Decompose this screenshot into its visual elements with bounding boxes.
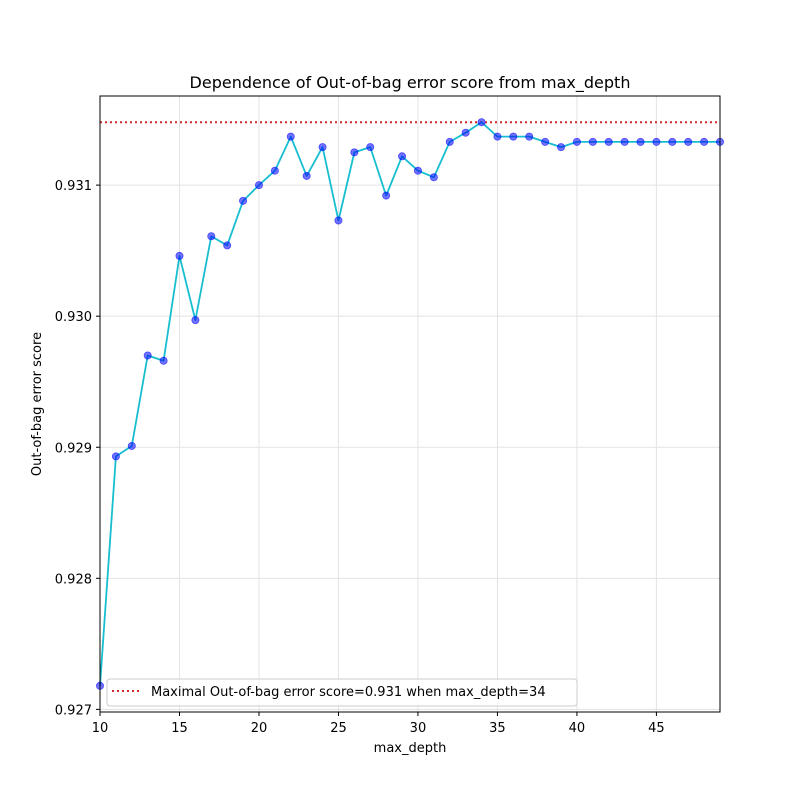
data-point (525, 132, 534, 141)
data-point (604, 137, 613, 146)
data-point (572, 137, 581, 146)
x-tick-label: 10 (92, 721, 109, 736)
data-point (111, 452, 120, 461)
data-point (318, 143, 327, 152)
data-point (270, 166, 279, 175)
y-tick-label: 0.928 (55, 572, 92, 587)
x-tick-label: 45 (648, 721, 665, 736)
y-tick-label: 0.929 (55, 441, 92, 456)
data-point (398, 152, 407, 161)
data-point (286, 132, 295, 141)
data-point (350, 148, 359, 157)
data-point (254, 181, 263, 190)
data-point (620, 137, 629, 146)
y-tick-label: 0.927 (55, 703, 92, 718)
data-point (366, 143, 375, 152)
data-point (477, 118, 486, 127)
data-point (382, 191, 391, 200)
legend: Maximal Out-of-bag error score=0.931 whe… (106, 678, 578, 707)
x-tick-label: 40 (569, 721, 586, 736)
x-tick-label: 30 (410, 721, 427, 736)
data-point (223, 241, 232, 250)
x-axis: 10 15 20 25 30 35 40 45 (92, 712, 665, 736)
data-point (541, 137, 550, 146)
x-tick-label: 35 (489, 721, 506, 736)
data-point (191, 316, 200, 325)
y-axis: 0.927 0.928 0.929 0.930 0.931 (55, 179, 100, 718)
series-line (99, 121, 720, 686)
data-point (175, 251, 184, 260)
data-point (127, 441, 136, 450)
x-tick-label: 25 (330, 721, 347, 736)
data-point (302, 171, 311, 180)
data-point (239, 196, 248, 205)
plot-area (96, 118, 725, 690)
grid (99, 96, 720, 712)
data-point (636, 137, 645, 146)
data-point (334, 216, 343, 225)
axes-frame (99, 95, 721, 713)
data-point (143, 351, 152, 360)
data-point (684, 137, 693, 146)
data-point (588, 137, 597, 146)
data-point (159, 356, 168, 365)
y-tick-label: 0.931 (55, 179, 92, 194)
y-axis-label: Out-of-bag error score (30, 332, 45, 476)
x-tick-label: 20 (251, 721, 268, 736)
data-point (461, 128, 470, 137)
data-point (445, 137, 454, 146)
data-point (509, 132, 518, 141)
data-point (413, 166, 422, 175)
legend-box (106, 678, 578, 707)
x-axis-label: max_depth (374, 741, 447, 756)
data-point (700, 137, 709, 146)
data-point (207, 232, 216, 241)
data-point (493, 132, 502, 141)
data-point (652, 137, 661, 146)
data-point (557, 143, 566, 152)
data-point (668, 137, 677, 146)
y-tick-label: 0.930 (55, 310, 92, 325)
legend-label: Maximal Out-of-bag error score=0.931 whe… (151, 685, 546, 700)
chart-title: Dependence of Out-of-bag error score fro… (190, 73, 631, 93)
data-point (429, 173, 438, 182)
x-tick-label: 15 (171, 721, 188, 736)
